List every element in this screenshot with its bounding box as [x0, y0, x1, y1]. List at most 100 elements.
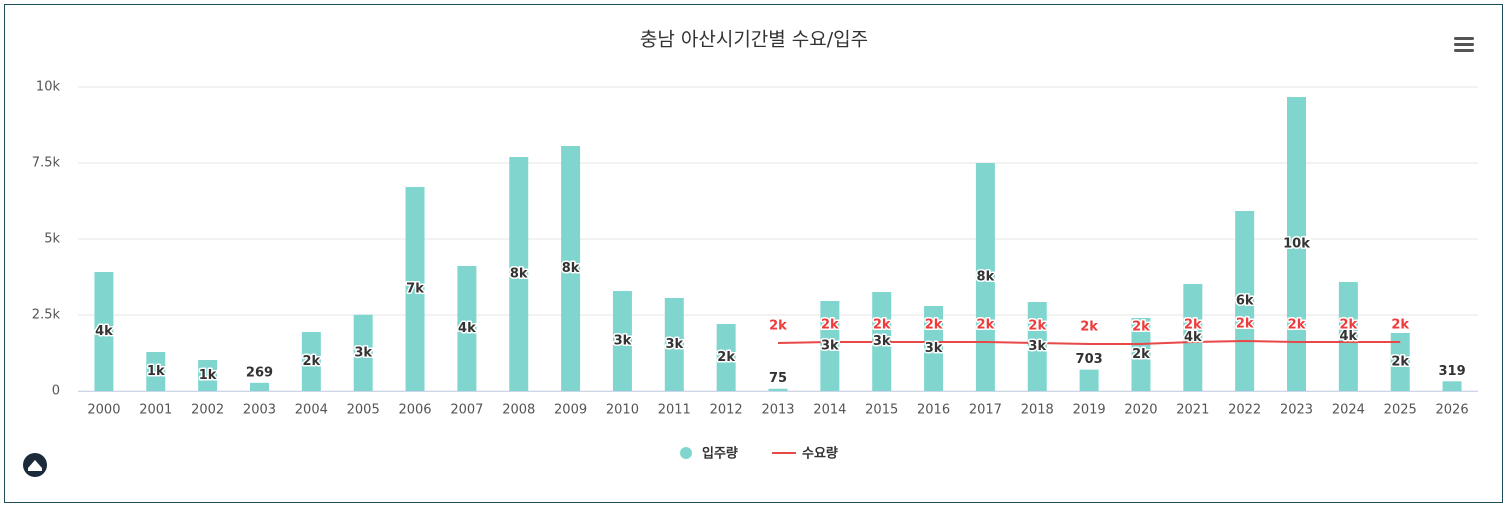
- x-tick-label: 2020: [1124, 403, 1157, 418]
- x-tick-label: 2009: [554, 403, 587, 418]
- bar-value-label: 10k: [1283, 237, 1310, 252]
- bar: [664, 298, 684, 391]
- bar: [249, 382, 269, 391]
- x-tick-label: 2017: [969, 403, 1002, 418]
- line-value-label: 2k: [1391, 317, 1409, 332]
- bar: [1338, 281, 1358, 391]
- bar: [301, 331, 321, 391]
- x-tick-label: 2025: [1384, 403, 1417, 418]
- bar: [1027, 301, 1047, 391]
- x-tick-label: 2010: [606, 403, 639, 418]
- x-tick-label: 2013: [761, 403, 794, 418]
- bar-value-label: 7k: [406, 282, 424, 297]
- bar-value-label: 3k: [665, 337, 683, 352]
- x-tick-label: 2024: [1332, 403, 1365, 418]
- x-tick-label: 2001: [139, 403, 172, 418]
- y-tick-label: 5k: [44, 232, 60, 247]
- line-value-label: 2k: [1236, 316, 1254, 331]
- bar-value-label: 3k: [614, 334, 632, 349]
- x-tick-label: 2008: [502, 403, 535, 418]
- bar: [612, 291, 632, 391]
- x-tick-label: 2015: [865, 403, 898, 418]
- bar-value-label: 2k: [717, 350, 735, 365]
- bar: [975, 163, 995, 391]
- y-tick-label: 7.5k: [32, 156, 61, 171]
- x-tick-label: 2002: [191, 403, 224, 418]
- bar: [768, 388, 788, 391]
- line-value-label: 2k: [1028, 318, 1046, 333]
- bar-value-label: 1k: [199, 368, 217, 383]
- bar-value-label: 2k: [1132, 347, 1150, 362]
- bar-value-label: 3k: [1028, 339, 1046, 354]
- x-tick-label: 2018: [1021, 403, 1054, 418]
- legend-marker: [680, 447, 692, 459]
- line-value-label: 2k: [1288, 317, 1306, 332]
- bar-value-label: 4k: [458, 321, 476, 336]
- bar-value-label: 2k: [302, 354, 320, 369]
- line-value-label: 2k: [1340, 317, 1358, 332]
- bar-value-label: 2k: [1391, 354, 1409, 369]
- y-tick-label: 10k: [36, 80, 61, 95]
- bar-value-label: 269: [246, 365, 273, 380]
- x-tick-label: 2003: [243, 403, 276, 418]
- bar-value-label: 3k: [925, 341, 943, 356]
- bar-value-label: 3k: [821, 338, 839, 353]
- bar-value-label: 703: [1076, 352, 1103, 367]
- x-tick-label: 2023: [1280, 403, 1313, 418]
- menu-bar: [1454, 49, 1474, 52]
- bar-value-label: 8k: [510, 267, 528, 282]
- x-tick-label: 2000: [87, 403, 120, 418]
- bar: [1390, 332, 1410, 391]
- bar: [198, 359, 218, 391]
- chart-title: 충남 아산시기간별 수요/입주: [640, 29, 868, 51]
- bar-value-label: 4k: [95, 324, 113, 339]
- bar: [405, 187, 425, 391]
- menu-bar: [1454, 43, 1474, 46]
- bar: [457, 265, 477, 391]
- x-tick-label: 2011: [658, 403, 691, 418]
- line-value-label: 2k: [1080, 320, 1098, 335]
- x-tick-label: 2019: [1073, 403, 1106, 418]
- bar: [1287, 97, 1307, 392]
- bar: [146, 351, 166, 391]
- x-tick-label: 2012: [710, 403, 743, 418]
- bar: [509, 157, 529, 391]
- logo: [23, 453, 47, 477]
- x-tick-label: 2004: [295, 403, 328, 418]
- bar: [924, 306, 944, 391]
- x-tick-label: 2007: [450, 403, 483, 418]
- bar-value-label: 8k: [562, 261, 580, 276]
- bar-value-label: 3k: [873, 334, 891, 349]
- x-tick-label: 2022: [1228, 403, 1261, 418]
- x-tick-label: 2026: [1436, 403, 1469, 418]
- y-tick-label: 0: [52, 384, 60, 399]
- bar: [716, 323, 736, 391]
- bar-value-label: 1k: [147, 364, 165, 379]
- bar: [94, 272, 114, 391]
- x-tick-label: 2021: [1176, 403, 1209, 418]
- bar: [1131, 318, 1151, 391]
- menu-bar: [1454, 37, 1474, 40]
- bar: [353, 314, 373, 391]
- y-tick-label: 2.5k: [32, 308, 61, 323]
- bar: [820, 300, 840, 391]
- menu-button[interactable]: [1454, 37, 1474, 52]
- bar: [1442, 381, 1462, 391]
- bar-value-label: 3k: [354, 345, 372, 360]
- bar-value-label: 8k: [977, 270, 995, 285]
- bar-value-label: 4k: [1184, 330, 1202, 345]
- x-tick-label: 2005: [347, 403, 380, 418]
- line-value-label: 2k: [1132, 320, 1150, 335]
- bar: [1079, 369, 1099, 391]
- logo-house: [28, 460, 42, 471]
- bar-value-label: 4k: [1340, 329, 1358, 344]
- line-value-label: 2k: [925, 317, 943, 332]
- x-tick-label: 2006: [398, 403, 431, 418]
- bar-value-label: 75: [769, 371, 787, 386]
- legend-label: 입주량: [702, 447, 738, 462]
- x-tick-label: 2014: [813, 403, 846, 418]
- bar-value-label: 319: [1439, 364, 1466, 379]
- bar: [1183, 283, 1203, 391]
